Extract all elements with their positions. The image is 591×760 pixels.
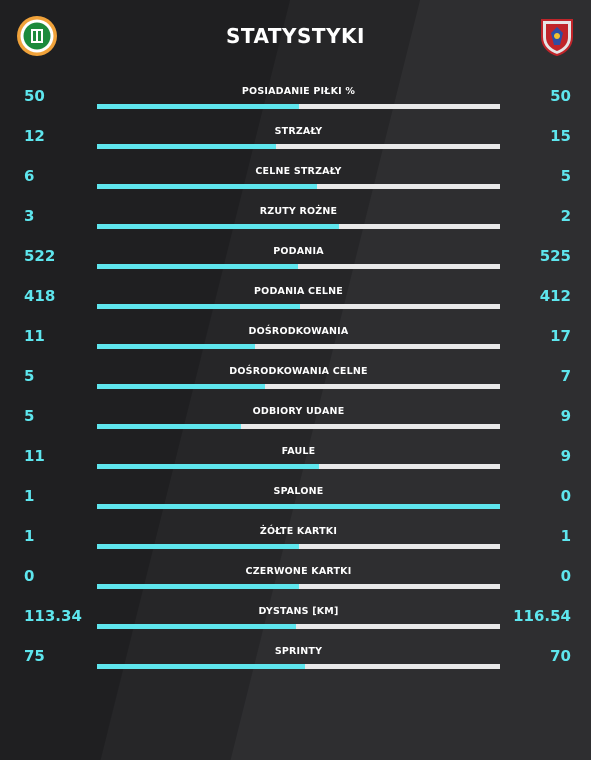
stat-label: SPALONE [273,486,324,497]
stat-label: DOŚRODKOWANIA CELNE [229,366,368,377]
stat-row: 113.34 DYSTANS [KM] 116.54 [0,596,591,636]
away-value: 412 [539,287,571,305]
comparison-bar [97,624,500,629]
home-value: 3 [24,207,35,225]
stat-row: 1 ŻÓŁTE KARTKI 1 [0,516,591,556]
home-value: 6 [24,167,35,185]
comparison-bar-fill [97,224,339,229]
home-value: 1 [24,527,35,545]
comparison-bar-fill [97,624,296,629]
stat-label: CZERWONE KARTKI [245,566,352,577]
comparison-bar [97,664,500,669]
stat-label: DYSTANS [KM] [258,606,339,617]
stat-label: PODANIA CELNE [254,286,343,297]
home-value: 5 [24,367,35,385]
comparison-bar-fill [97,384,266,389]
home-value: 5 [24,407,35,425]
stat-label: STRZAŁY [274,126,323,137]
home-team-crest-icon [17,16,57,56]
stat-row: 6 CELNE STRZAŁY 5 [0,156,591,196]
home-value: 1 [24,487,35,505]
stat-label: PODANIA [273,246,324,257]
away-value: 7 [560,367,571,385]
home-value: 418 [24,287,56,305]
stat-row: 418 PODANIA CELNE 412 [0,276,591,316]
away-value: 15 [550,127,571,145]
away-value: 17 [550,327,571,345]
away-value: 0 [560,487,571,505]
comparison-bar-fill [97,544,299,549]
away-value: 70 [550,647,571,665]
stat-row: 0 CZERWONE KARTKI 0 [0,556,591,596]
stat-row: 522 PODANIA 525 [0,236,591,276]
stat-row: 1 SPALONE 0 [0,476,591,516]
stat-row: 50 POSIADANIE PIŁKI % 50 [0,76,591,116]
comparison-bar [97,264,500,269]
stat-label: RZUTY ROŻNE [259,206,338,217]
comparison-bar-fill [97,144,276,149]
comparison-bar-fill [97,584,299,589]
home-value: 50 [24,87,45,105]
away-value: 5 [560,167,571,185]
comparison-bar [97,184,500,189]
stat-label: POSIADANIE PIŁKI % [241,86,356,97]
stat-row: 3 RZUTY ROŻNE 2 [0,196,591,236]
stat-row: 5 DOŚRODKOWANIA CELNE 7 [0,356,591,396]
comparison-bar [97,584,500,589]
away-value: 116.54 [513,607,571,625]
stats-list: 50 POSIADANIE PIŁKI % 50 12 STRZAŁY 15 6 CELNE … [0,76,591,676]
page-title: STATYSTYKI [225,24,365,48]
home-value: 11 [24,327,45,345]
away-value: 1 [560,527,571,545]
stat-label: FAULE [281,446,316,457]
home-value: 12 [24,127,45,145]
away-value: 9 [560,407,571,425]
comparison-bar [97,384,500,389]
comparison-bar [97,104,500,109]
comparison-bar-fill [97,424,241,429]
comparison-bar [97,224,500,229]
stat-row: 11 DOŚRODKOWANIA 17 [0,316,591,356]
stats-header: STATYSTYKI [0,0,591,74]
away-value: 2 [560,207,571,225]
home-value: 113.34 [24,607,82,625]
home-value: 11 [24,447,45,465]
stat-row: 12 STRZAŁY 15 [0,116,591,156]
comparison-bar-fill [97,264,299,269]
comparison-bar [97,464,500,469]
away-value: 0 [560,567,571,585]
home-value: 522 [24,247,56,265]
comparison-bar-fill [97,664,306,669]
comparison-bar [97,344,500,349]
home-value: 75 [24,647,45,665]
stat-row: 75 SPRINTY 70 [0,636,591,676]
comparison-bar-fill [97,104,299,109]
stat-label: CELNE STRZAŁY [255,166,342,177]
stat-row: 11 FAULE 9 [0,436,591,476]
comparison-bar-fill [97,464,319,469]
home-value: 0 [24,567,35,585]
stat-label: ODBIORY UDANE [252,406,345,417]
comparison-bar-fill [97,344,256,349]
comparison-bar-fill [97,504,500,509]
away-value: 9 [560,447,571,465]
stat-label: SPRINTY [274,646,323,657]
away-value: 525 [539,247,571,265]
comparison-bar [97,424,500,429]
comparison-bar [97,304,500,309]
comparison-bar [97,144,500,149]
stat-label: DOŚRODKOWANIA [248,326,349,337]
comparison-bar-fill [97,184,317,189]
comparison-bar [97,504,500,509]
stat-row: 5 ODBIORY UDANE 9 [0,396,591,436]
comparison-bar [97,544,500,549]
away-team-crest-icon [541,19,573,57]
away-value: 50 [550,87,571,105]
stat-label: ŻÓŁTE KARTKI [259,526,338,537]
comparison-bar-fill [97,304,301,309]
